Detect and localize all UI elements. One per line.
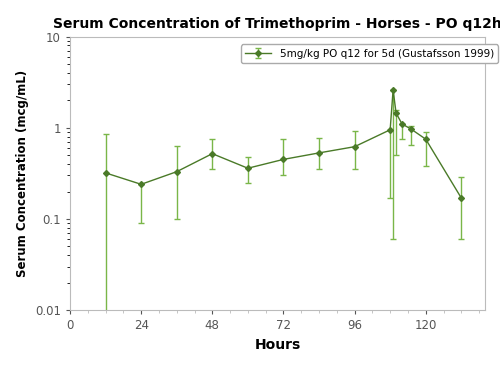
Y-axis label: Serum Concentration (mcg/mL): Serum Concentration (mcg/mL) — [16, 70, 30, 277]
Legend: 5mg/kg PO q12 for 5d (Gustafsson 1999): 5mg/kg PO q12 for 5d (Gustafsson 1999) — [241, 45, 498, 63]
Title: Serum Concentration of Trimethoprim - Horses - PO q12h: Serum Concentration of Trimethoprim - Ho… — [53, 17, 500, 31]
X-axis label: Hours: Hours — [254, 338, 300, 352]
